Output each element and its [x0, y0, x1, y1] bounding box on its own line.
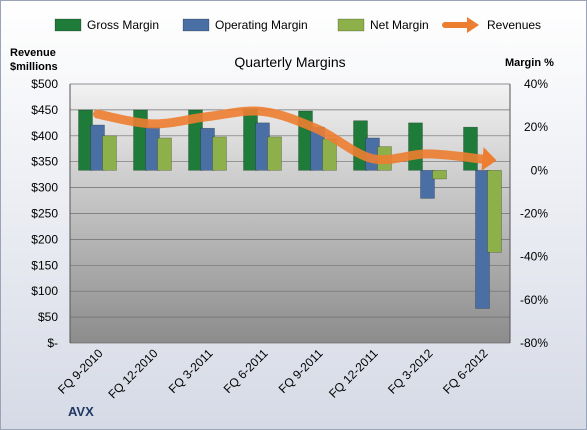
net-margin-bar	[487, 170, 502, 253]
left-tick-label: $350	[31, 155, 58, 169]
left-tick-label: $400	[31, 129, 58, 143]
legend-label-net-margin: Net Margin	[370, 18, 429, 32]
company-label: AVX	[68, 404, 94, 419]
right-tick-label: -80%	[520, 336, 548, 350]
legend-label-revenues: Revenues	[487, 18, 541, 32]
left-tick-label: $250	[31, 207, 58, 221]
right-tick-label: -60%	[520, 293, 548, 307]
legend: Gross Margin Operating Margin Net Margin Re…	[54, 17, 541, 33]
net-margin-bar	[157, 137, 172, 171]
left-axis-title-line1: Revenue	[10, 47, 56, 59]
left-tick-label: $200	[31, 232, 58, 246]
gross-margin-bar	[408, 122, 423, 171]
left-tick-label: $50	[38, 310, 58, 324]
gross-margin-bar	[463, 126, 478, 171]
chart-title: Quarterly Margins	[234, 54, 345, 70]
net-margin-bar	[267, 136, 282, 171]
legend-swatch-gross-margin	[54, 18, 82, 32]
legend-label-operating-margin: Operating Margin	[215, 18, 308, 32]
revenue-line	[93, 106, 497, 172]
left-tick-label: $300	[31, 181, 58, 195]
operating-margin-bar	[420, 170, 435, 199]
revenues-arrowhead	[481, 147, 497, 172]
right-tick-label: 40%	[524, 77, 548, 91]
legend-label-gross-margin: Gross Margin	[87, 18, 159, 32]
left-axis-ticks: $- $50 $100 $150 $200 $250 $300 $350 $400 $450 $50…	[31, 77, 58, 350]
legend-arrow-revenues	[467, 17, 479, 33]
right-tick-label: 0%	[531, 163, 549, 177]
right-tick-label: -40%	[520, 250, 548, 264]
net-margin-bar	[212, 136, 227, 171]
net-margin-bar	[432, 170, 447, 180]
left-tick-label: $100	[31, 284, 58, 298]
right-axis-title: Margin %	[505, 57, 554, 69]
left-tick-label: $450	[31, 103, 58, 117]
right-tick-label: 20%	[524, 120, 548, 134]
left-axis-title-line2: $millions	[10, 61, 58, 73]
net-margin-bar	[102, 135, 117, 171]
legend-swatch-operating-margin	[182, 18, 210, 32]
legend-swatch-net-margin	[337, 18, 365, 32]
right-tick-label: -20%	[520, 207, 548, 221]
left-tick-label: $-	[47, 336, 58, 350]
left-tick-label: $150	[31, 258, 58, 272]
revenues-line	[93, 106, 487, 165]
right-axis-ticks: -80% -60% -40% -20% 0% 20% 40%	[520, 77, 548, 350]
left-tick-label: $500	[31, 77, 58, 91]
